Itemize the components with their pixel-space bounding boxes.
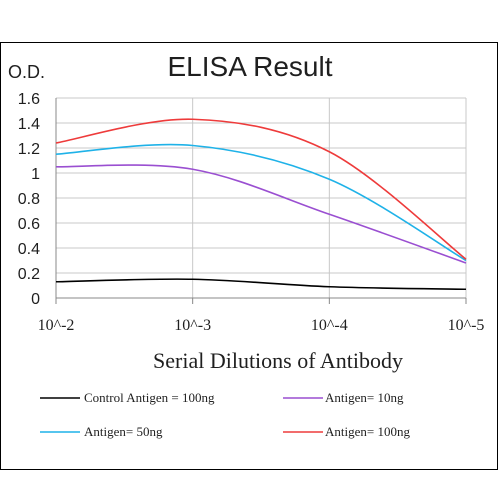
series-line-2	[55, 143, 467, 262]
series-line-1	[55, 164, 467, 264]
x-axis-label: Serial Dilutions of Antibody	[153, 348, 403, 373]
y-tick-label: 0.2	[18, 266, 40, 283]
chart-frame	[0, 42, 498, 470]
y-tick-label: 1.2	[18, 141, 40, 158]
x-tick-label: 10^-3	[174, 317, 211, 334]
x-tick-label: 10^-2	[38, 317, 75, 334]
x-tick-label: 10^-4	[311, 317, 348, 334]
y-tick-label: 0.4	[18, 241, 40, 258]
y-tick-label: 1.4	[18, 116, 40, 133]
chart-title: ELISA Result	[168, 51, 333, 82]
y-axis-label: O.D.	[8, 62, 45, 82]
y-tick-label: 0.8	[18, 191, 40, 208]
y-tick-label: 1.6	[18, 91, 40, 108]
y-tick-label: 1	[31, 166, 40, 183]
axes	[55, 98, 467, 304]
y-tick-labels: 0 0.2 0.4 0.6 0.8 1 1.2 1.4 1.6	[18, 91, 40, 308]
y-tick-label: 0.6	[18, 216, 40, 233]
series-line-3	[55, 118, 467, 260]
x-tick-label: 10^-5	[448, 317, 485, 334]
y-tick-label: 0	[31, 291, 40, 308]
legend-label-3: Antigen= 100ng	[325, 424, 410, 439]
legend-label-2: Antigen= 50ng	[84, 424, 163, 439]
legend-label-1: Antigen= 10ng	[325, 390, 404, 405]
legend: Control Antigen = 100ng Antigen= 10ng Anti…	[40, 390, 410, 439]
legend-label-0: Control Antigen = 100ng	[84, 390, 215, 405]
x-tick-labels: 10^-2 10^-3 10^-4 10^-5	[38, 317, 485, 334]
series-lines	[55, 118, 467, 291]
series-line-0	[55, 278, 467, 291]
